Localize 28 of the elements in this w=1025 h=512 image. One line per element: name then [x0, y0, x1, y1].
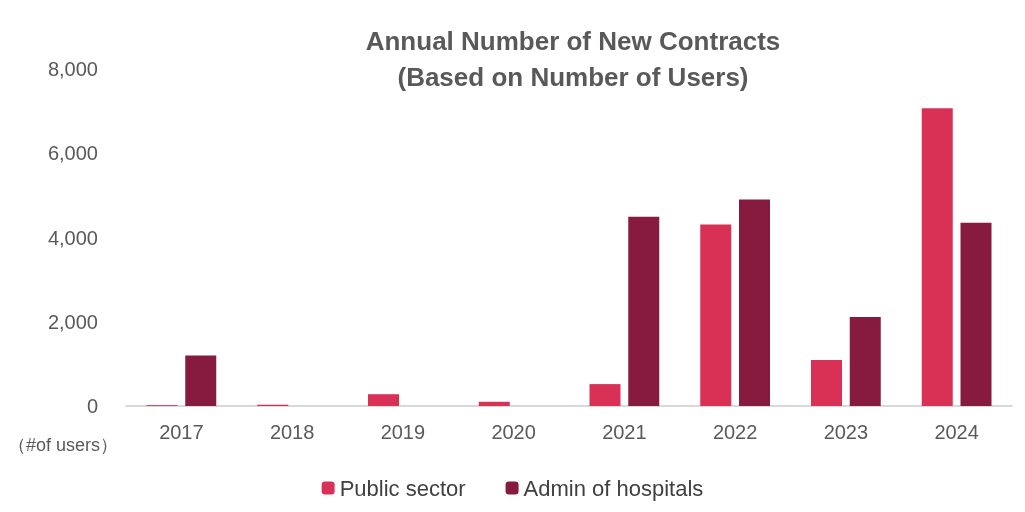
x-tick-label: 2020 [491, 421, 536, 443]
bar [811, 360, 842, 406]
chart-title: Annual Number of New Contracts (Based on Number of Users) [365, 26, 781, 92]
y-tick-label: 4,000 [47, 226, 98, 249]
x-tick-label: 2021 [602, 421, 647, 443]
bar [960, 222, 992, 406]
bar [185, 355, 217, 406]
x-tick-label: 2024 [934, 421, 979, 443]
bar [700, 224, 732, 406]
x-tick-label: 2023 [823, 421, 869, 443]
y-tick-label: 8,000 [47, 58, 98, 80]
bar [589, 384, 621, 406]
bar [478, 401, 510, 406]
y-axis-title: （#of users） [8, 435, 119, 455]
x-tick-label: 2017 [159, 421, 204, 443]
bar [739, 199, 770, 406]
x-tick-label: 2022 [712, 421, 758, 443]
bar [849, 317, 881, 406]
x-tick-label: 2019 [380, 421, 426, 443]
legend-label: Admin of hospitals [523, 475, 704, 501]
y-tick-label: 2,000 [47, 310, 98, 333]
y-tick-label: 6,000 [47, 142, 98, 165]
bar [628, 216, 660, 406]
bar [921, 108, 953, 406]
bar [368, 394, 399, 406]
y-tick-label: 0 [86, 395, 98, 417]
legend-label: Public sector [339, 475, 466, 501]
x-tick-label: 2018 [269, 421, 315, 443]
